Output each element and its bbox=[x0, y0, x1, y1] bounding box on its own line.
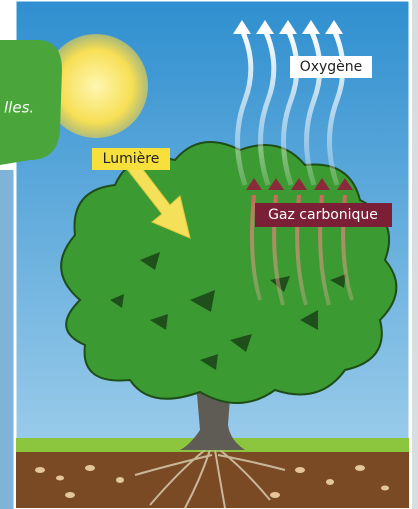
page: lles. Oxygène bbox=[0, 0, 418, 509]
soil bbox=[16, 452, 409, 508]
oxygen-label: Oxygène bbox=[300, 59, 363, 75]
light-label: Lumière bbox=[103, 151, 160, 167]
caption-fragment: lles. bbox=[4, 99, 34, 117]
illustration: lles. Oxygène bbox=[0, 0, 418, 509]
co2-label: Gaz carbonique bbox=[268, 207, 378, 223]
right-strip bbox=[412, 0, 418, 509]
left-strip bbox=[0, 170, 14, 509]
